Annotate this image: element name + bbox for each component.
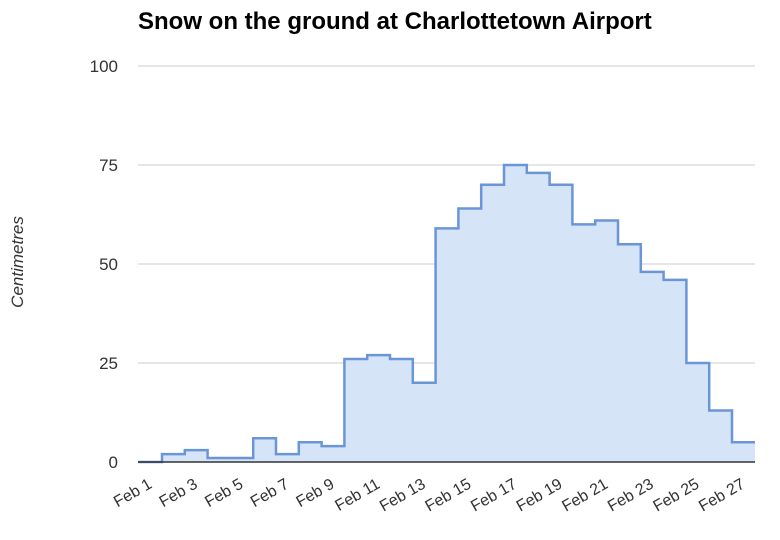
y-tick-label: 0 — [109, 453, 118, 472]
x-tick-label: Feb 13 — [377, 476, 429, 516]
x-tick-label: Feb 3 — [157, 476, 201, 511]
chart-title: Snow on the ground at Charlottetown Airp… — [138, 8, 652, 35]
y-tick-label: 75 — [99, 156, 118, 175]
x-tick-label: Feb 17 — [468, 476, 520, 516]
x-tick-label: Feb 9 — [293, 476, 337, 511]
x-tick-label: Feb 23 — [605, 476, 657, 516]
series-line — [138, 163, 755, 464]
x-tick-label: Feb 11 — [332, 476, 383, 515]
y-tick-label: 50 — [99, 255, 118, 274]
x-tick-label: Feb 15 — [423, 476, 475, 516]
x-tick-label: Feb 5 — [202, 476, 246, 511]
x-tick-label: Feb 27 — [696, 476, 748, 516]
y-tick-label: 25 — [99, 354, 118, 373]
x-tick-label: Feb 7 — [248, 476, 292, 511]
series-area — [138, 165, 755, 462]
x-tick-label: Feb 25 — [651, 476, 703, 516]
x-tick-label: Feb 21 — [559, 476, 611, 516]
y-tick-label: 100 — [90, 57, 118, 76]
x-tick-label: Feb 19 — [514, 476, 566, 516]
x-tick-label: Feb 1 — [111, 476, 155, 511]
